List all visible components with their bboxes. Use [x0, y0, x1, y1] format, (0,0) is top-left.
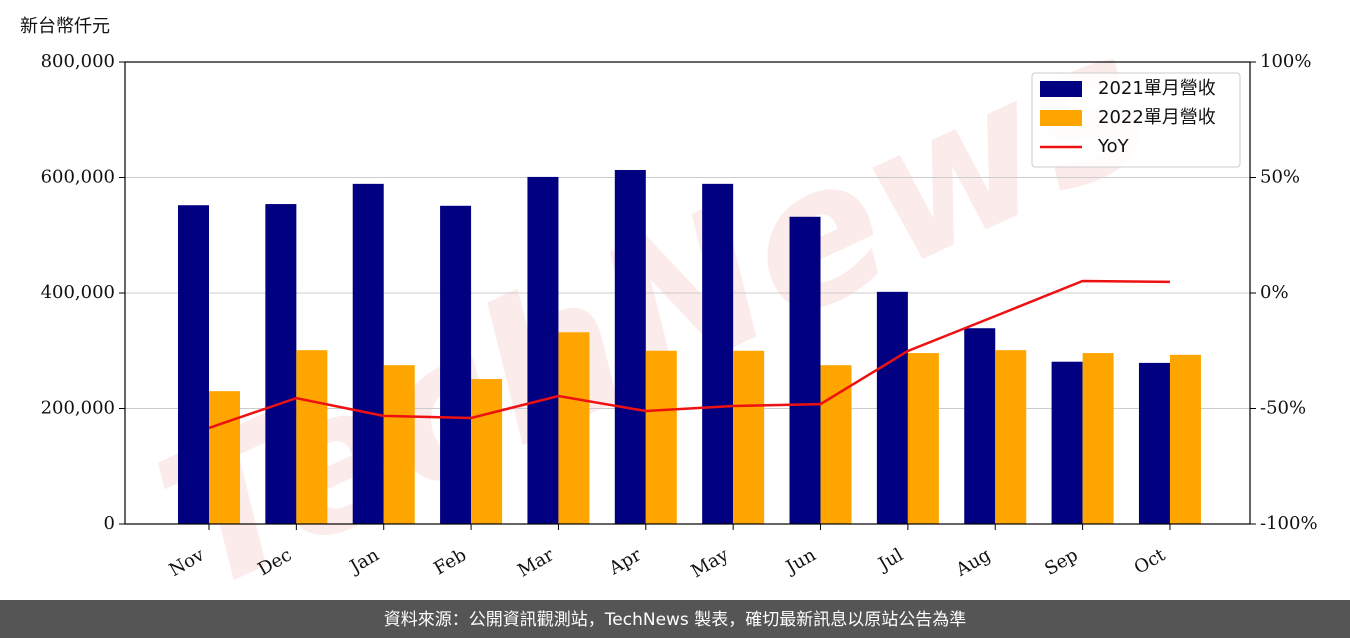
legend-label: 2021單月營收 [1098, 78, 1216, 99]
bar [471, 379, 503, 524]
y2-tick-label: 100% [1260, 51, 1311, 72]
bar [1051, 361, 1083, 524]
x-tick-label: Feb [430, 544, 470, 579]
bar [645, 350, 677, 524]
y2-tick-label: 50% [1260, 167, 1300, 188]
bar [789, 216, 821, 524]
x-tick-label: Jun [781, 544, 820, 579]
bar [733, 350, 765, 524]
bar [558, 332, 590, 524]
footer: 資料來源：公開資訊觀測站，TechNews 製表，確切最新訊息以原站公告為準 [384, 610, 966, 630]
y-tick-label: 200,000 [41, 398, 115, 419]
y2-tick-label: -50% [1260, 398, 1306, 419]
bar [296, 350, 328, 524]
bar [1138, 362, 1170, 524]
y2-tick-label: 0% [1260, 282, 1289, 303]
bar [1169, 354, 1201, 524]
legend-swatch [1040, 110, 1082, 126]
footer-bar [0, 600, 1350, 638]
bar [995, 350, 1027, 524]
x-tick-label: Oct [1131, 544, 1170, 579]
bar [178, 205, 209, 524]
y-tick-label: 0 [104, 513, 115, 534]
bar [440, 205, 472, 525]
bar [1082, 353, 1114, 524]
x-tick-label: Jul [873, 544, 907, 576]
plot-frame [124, 61, 1251, 525]
legend-box [1031, 72, 1241, 168]
bar [383, 365, 415, 524]
y-tick-label: 800,000 [41, 51, 115, 72]
x-tick-label: Mar [514, 544, 558, 581]
legend-swatch [1040, 81, 1082, 97]
bar [614, 169, 646, 524]
bar [702, 183, 734, 525]
legend-label: 2022單月營收 [1098, 107, 1216, 128]
bar [352, 183, 384, 525]
y-tick-label: 400,000 [41, 282, 115, 303]
legend-label: YoY [1097, 136, 1130, 157]
bar [265, 204, 297, 524]
y2-tick-label: -100% [1260, 513, 1318, 534]
bar [964, 328, 996, 524]
y-tick-label: 600,000 [41, 167, 115, 188]
x-tick-label: Sep [1041, 544, 1081, 579]
bar [876, 291, 908, 524]
bar [907, 353, 939, 524]
y-axis-label: 新台幣仟元 [20, 16, 110, 37]
x-tick-label: Aug [952, 544, 995, 581]
bar [209, 391, 240, 524]
bar [820, 365, 852, 524]
bar [527, 176, 559, 525]
x-tick-label: Apr [605, 544, 645, 579]
line [208, 279, 1170, 430]
x-tick-label: May [688, 544, 733, 582]
